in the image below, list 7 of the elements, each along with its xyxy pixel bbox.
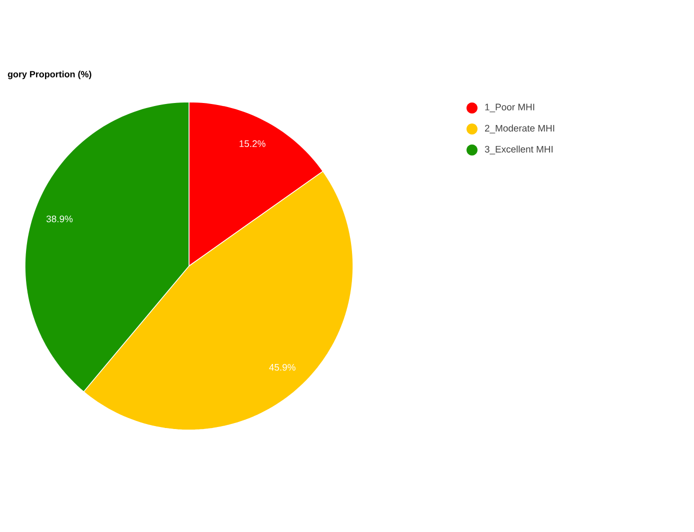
data-label: 38.9% bbox=[46, 216, 73, 222]
legend-label: 3_Excellent MHI bbox=[484, 146, 553, 154]
legend-label: 1_Poor MHI bbox=[485, 104, 534, 112]
chart-title: gory Proportion (%) bbox=[8, 70, 92, 80]
data-label: 45.9% bbox=[269, 364, 296, 371]
legend-label: 2_Moderate MHI bbox=[484, 124, 554, 134]
data-label: 15.2% bbox=[240, 140, 266, 147]
